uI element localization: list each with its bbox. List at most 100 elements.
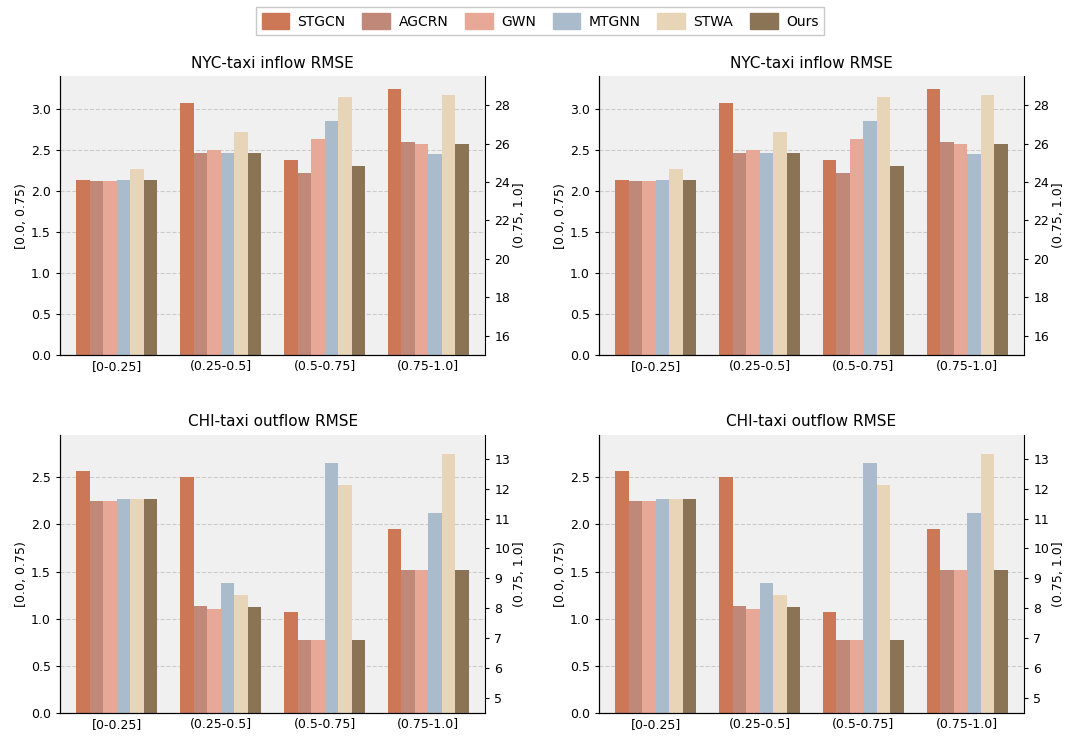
Bar [941,570,954,713]
Y-axis label: [0.0, 0.75): [0.0, 0.75) [554,183,567,248]
Y-axis label: [0.0, 0.75): [0.0, 0.75) [15,183,28,248]
Bar [616,471,629,713]
Bar [890,639,904,713]
Title: NYC-taxi inflow RMSE: NYC-taxi inflow RMSE [730,56,893,71]
Bar [388,529,402,713]
Bar [456,674,469,746]
Bar [719,104,732,355]
Bar [338,97,351,355]
Bar [234,595,247,713]
Bar [954,144,968,355]
Bar [656,181,670,355]
Y-axis label: (0.75, 1.0]: (0.75, 1.0] [1052,183,1065,248]
Bar [670,499,683,713]
Bar [297,641,311,713]
Bar [402,570,415,713]
Bar [995,674,1008,746]
Title: CHI-taxi outflow RMSE: CHI-taxi outflow RMSE [188,414,357,430]
Bar [117,181,131,355]
Bar [823,160,836,355]
Bar [456,326,469,643]
Bar [683,499,697,713]
Bar [927,529,941,713]
Bar [981,95,995,355]
Bar [180,104,193,355]
Y-axis label: [0.0, 0.75): [0.0, 0.75) [554,541,567,606]
Bar [941,142,954,355]
Bar [207,150,220,355]
Bar [131,499,144,713]
Y-axis label: [0.0, 0.75): [0.0, 0.75) [15,541,28,606]
Title: CHI-taxi outflow RMSE: CHI-taxi outflow RMSE [727,414,896,430]
Bar [759,583,773,713]
Bar [297,173,311,355]
Bar [90,181,104,355]
Bar [104,501,117,713]
Bar [836,641,850,713]
Bar [616,181,629,355]
Bar [954,570,968,713]
Bar [415,144,429,355]
Bar [311,140,324,355]
Bar [732,606,746,713]
Bar [995,326,1008,643]
Bar [117,499,131,713]
Bar [338,485,351,713]
Bar [863,463,877,713]
Bar [104,181,117,355]
Bar [429,513,442,713]
Bar [220,154,234,355]
Bar [456,144,469,355]
Bar [324,463,338,713]
Bar [629,501,643,713]
Y-axis label: (0.75, 1.0]: (0.75, 1.0] [513,541,526,606]
Legend: STGCN, AGCRN, GWN, MTGNN, STWA, Ours: STGCN, AGCRN, GWN, MTGNN, STWA, Ours [256,7,824,35]
Bar [220,583,234,713]
Bar [207,609,220,713]
Bar [759,154,773,355]
Bar [456,570,469,713]
Bar [429,154,442,355]
Bar [131,169,144,355]
Bar [786,154,800,355]
Y-axis label: (0.75, 1.0]: (0.75, 1.0] [513,183,526,248]
Bar [311,641,324,713]
Bar [77,471,90,713]
Bar [890,166,904,355]
Bar [995,570,1008,713]
Bar [968,513,981,713]
Bar [643,181,656,355]
Bar [850,641,863,713]
Bar [351,639,365,713]
Bar [388,89,402,355]
Bar [732,154,746,355]
Bar [863,122,877,355]
Bar [629,181,643,355]
Bar [144,181,158,355]
Bar [670,169,683,355]
Bar [683,181,697,355]
Title: NYC-taxi inflow RMSE: NYC-taxi inflow RMSE [191,56,354,71]
Bar [402,142,415,355]
Bar [656,499,670,713]
Bar [995,144,1008,355]
Bar [773,132,786,355]
Bar [746,609,759,713]
Bar [746,150,759,355]
Bar [193,606,207,713]
Bar [234,132,247,355]
Bar [836,173,850,355]
Bar [144,499,158,713]
Bar [773,595,786,713]
Bar [823,612,836,713]
Bar [643,501,656,713]
Bar [180,477,193,713]
Bar [719,477,732,713]
Bar [284,612,297,713]
Bar [415,570,429,713]
Bar [981,454,995,713]
Bar [247,607,261,713]
Bar [247,154,261,355]
Bar [877,485,890,713]
Bar [968,154,981,355]
